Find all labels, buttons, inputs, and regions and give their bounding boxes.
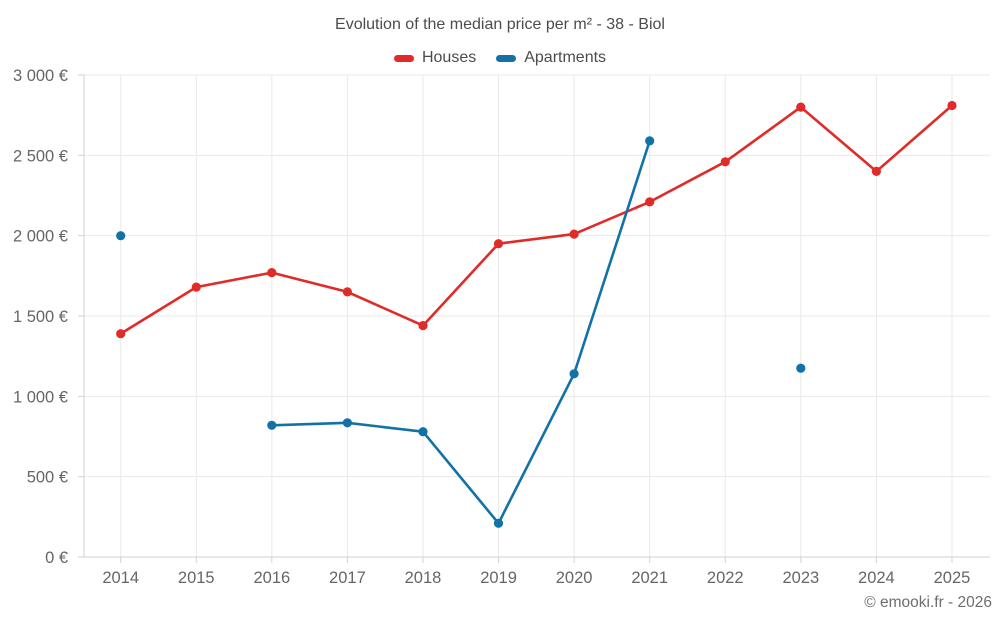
x-tick-label: 2017 (329, 569, 366, 587)
houses-point[interactable] (871, 166, 882, 176)
y-tick-label: 2 000 € (13, 228, 68, 246)
y-tick-label: 500 € (27, 469, 68, 487)
houses-point[interactable] (645, 197, 655, 207)
apartments-line (272, 141, 801, 523)
apartments-point[interactable] (267, 420, 277, 430)
houses-point[interactable] (418, 321, 428, 331)
x-tick-label: 2020 (556, 569, 593, 587)
houses-point[interactable] (191, 282, 201, 292)
x-tick-label: 2014 (102, 569, 139, 587)
y-tick-label: 1 000 € (13, 388, 68, 406)
houses-point[interactable] (267, 268, 277, 278)
x-tick-label: 2018 (405, 569, 442, 587)
x-tick-label: 2023 (782, 569, 819, 587)
x-tick-label: 2022 (707, 569, 744, 587)
chart-legend: Houses Apartments (0, 46, 1000, 70)
x-tick-label: 2019 (480, 569, 517, 587)
y-tick-label: 1 500 € (13, 308, 68, 326)
apartments-point[interactable] (796, 363, 806, 373)
apartments-point[interactable] (116, 231, 126, 241)
houses-line (119, 104, 954, 335)
houses-point[interactable] (569, 229, 579, 239)
apartments-point[interactable] (418, 427, 428, 437)
houses-legend-swatch-icon (393, 54, 414, 62)
x-tick-label: 2015 (178, 569, 215, 587)
apartments-legend-label: Apartments (524, 49, 607, 66)
copyright-text: © emooki.fr - 2026 (864, 594, 992, 611)
legend-item-apartments[interactable]: Apartments (496, 49, 606, 67)
houses-legend-label: Houses (421, 49, 477, 66)
chart-title: Evolution of the median price per m² - 3… (335, 16, 665, 33)
y-tick-label: 0 € (45, 549, 68, 567)
legend-item-houses[interactable]: Houses (393, 49, 477, 67)
apartments-legend-swatch-icon (496, 54, 517, 62)
apartments-point[interactable] (645, 136, 655, 146)
x-tick-label: 2025 (934, 569, 971, 587)
houses-point[interactable] (720, 157, 730, 167)
apartments-point[interactable] (493, 518, 504, 528)
houses-point[interactable] (493, 239, 504, 249)
apartments-point[interactable] (569, 369, 579, 379)
houses-point[interactable] (947, 100, 957, 111)
x-tick-label: 2024 (858, 569, 895, 587)
y-tick-label: 2 500 € (13, 147, 68, 165)
y-tick-label: 3 000 € (13, 67, 68, 85)
houses-point[interactable] (796, 102, 806, 112)
apartments-point[interactable] (342, 418, 352, 428)
x-tick-label: 2016 (253, 569, 290, 587)
houses-point[interactable] (116, 329, 126, 339)
x-tick-label: 2021 (631, 569, 668, 587)
houses-point[interactable] (342, 287, 352, 297)
